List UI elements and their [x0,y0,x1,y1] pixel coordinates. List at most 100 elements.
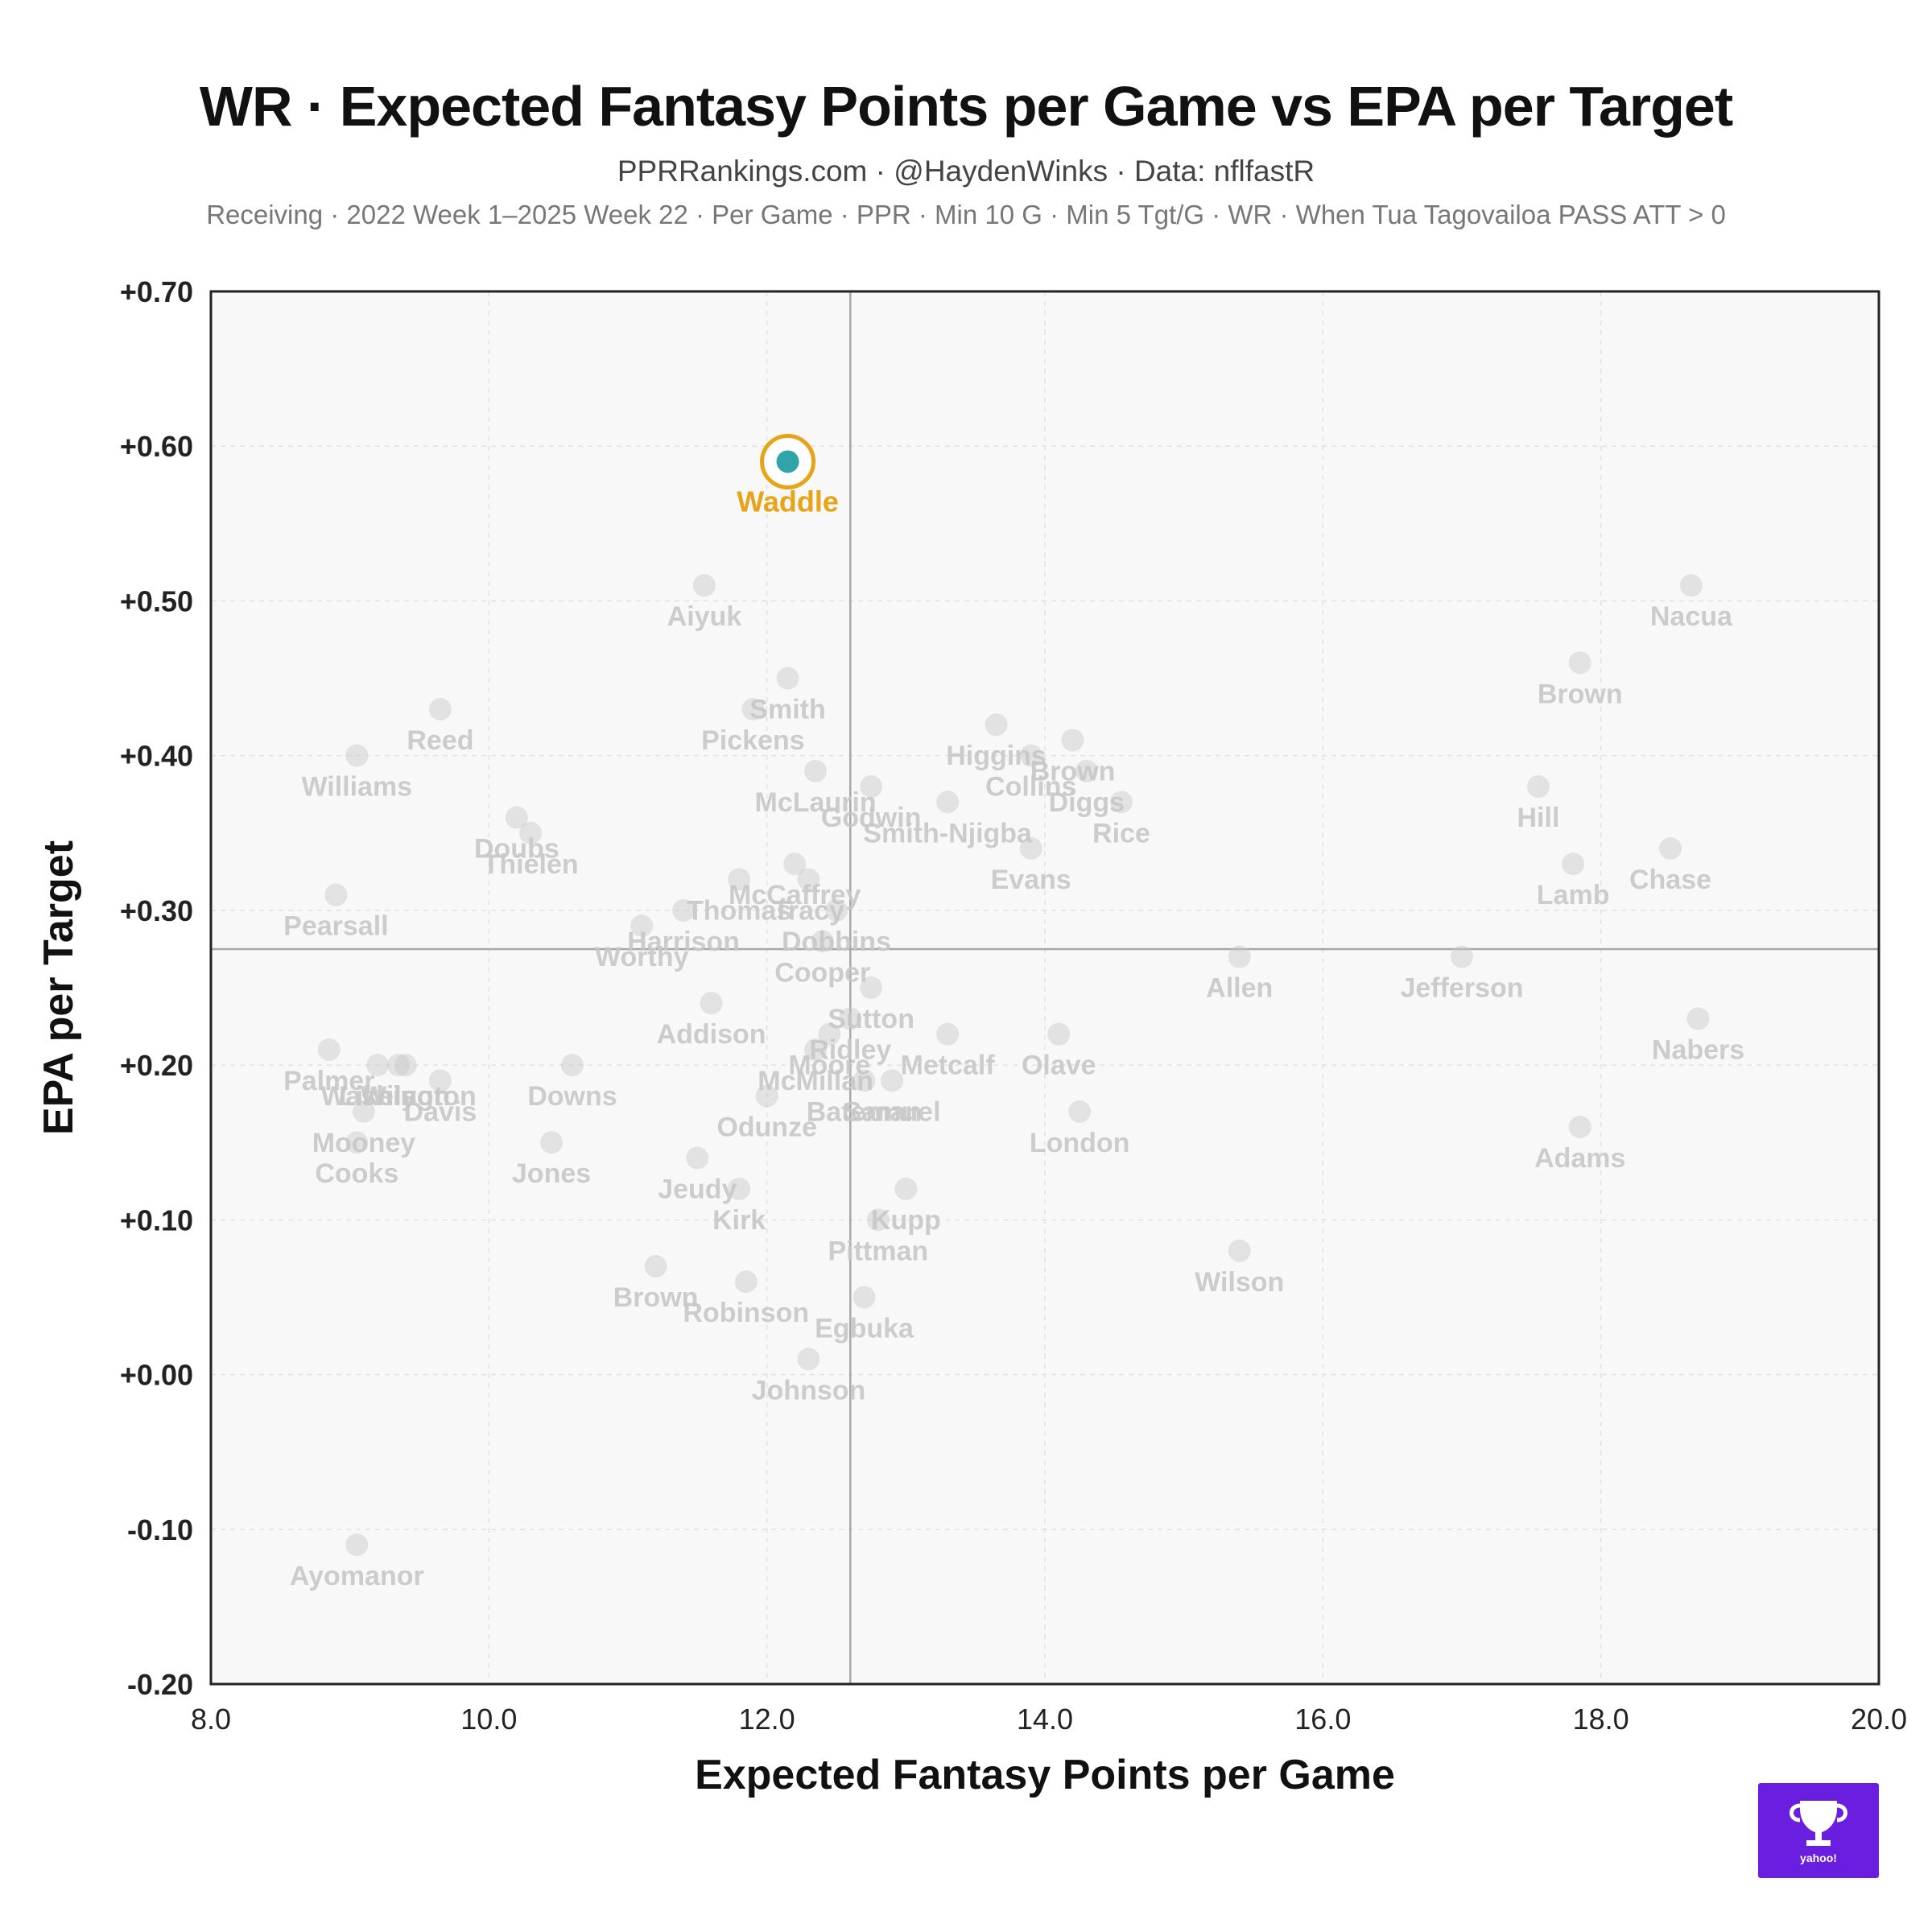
point-marker [728,868,751,891]
point-label: Harrison [627,927,740,957]
yahoo-logo: yahoo! [1758,1783,1879,1878]
point-label: Robinson [683,1298,809,1328]
point-label: Thomas [687,895,791,926]
point-marker [1075,759,1098,782]
point-marker [394,1054,417,1077]
point-label: Jeudy [658,1174,737,1204]
point-label-highlight: Waddle [737,485,839,518]
point-label: London [1030,1128,1130,1158]
point-label: Ayomanor [290,1561,424,1591]
point-label: Mooney [312,1128,416,1158]
point-marker [1228,945,1251,968]
y-tick-label: +0.00 [120,1359,193,1392]
point-label: Godwin [821,803,922,833]
y-tick-label: +0.60 [120,430,193,463]
point-marker [936,791,960,814]
point-label: Pearsall [283,911,388,942]
point-label: Smith [749,695,825,725]
point-marker [519,821,543,844]
point-marker [734,1270,758,1294]
point-marker [797,868,820,891]
point-marker [345,1534,369,1556]
point-label: Ridley [809,1034,891,1065]
point-marker [866,1208,890,1232]
point-label: Olave [1022,1051,1096,1081]
point-marker [825,898,848,922]
point-label: Egbuka [815,1313,914,1344]
y-tick-label: +0.50 [120,584,193,617]
point-label: Wilson [361,1081,450,1112]
point-marker [345,1131,369,1154]
point-label: Smith-Njigba [863,818,1033,848]
y-tick-label: +0.10 [120,1203,193,1236]
trophy-icon: yahoo! [1790,1801,1847,1864]
point-marker [776,667,799,690]
point-label: Jefferson [1400,973,1523,1004]
point-marker [672,898,696,922]
chart-filters: Receiving · 2022 Week 1–2025 Week 22 · P… [206,200,1726,229]
point-label: Nabers [1652,1034,1744,1065]
point-marker [1568,1116,1591,1138]
point-label: Higgins [946,741,1046,771]
point-marker [1526,775,1550,799]
point-marker [644,1255,667,1278]
point-label: Hill [1517,803,1560,833]
point-label: Aiyuk [667,601,742,632]
point-marker [852,1286,876,1309]
point-marker [1562,852,1585,876]
point-marker [839,1007,862,1030]
point-marker [1061,729,1084,752]
point-marker [797,1348,820,1371]
chart-title: WR · Expected Fantasy Points per Game vs… [199,75,1733,138]
point-label: Tracy [773,895,844,926]
point-label: Nacua [1650,601,1733,632]
point-marker [686,1146,709,1170]
point-label: Allen [1206,973,1273,1004]
point-label: Metcalf [901,1051,996,1081]
point-marker [560,1054,584,1077]
point-label: Reed [407,725,473,756]
point-marker [936,1022,960,1046]
point-marker [352,1100,375,1123]
x-tick-label: 16.0 [1294,1703,1351,1736]
x-tick-label: 18.0 [1573,1703,1629,1736]
point-label: Johnson [752,1375,866,1406]
point-marker [1228,1239,1251,1262]
point-label: Doubs [474,834,559,865]
x-axis-label: Expected Fantasy Points per Game [695,1752,1395,1798]
point-marker [860,775,883,799]
point-marker [804,759,828,782]
point-marker [1686,1007,1710,1030]
x-tick-label: 12.0 [739,1703,795,1736]
point-marker [1679,574,1703,597]
point-marker [692,574,716,597]
point-label: Pittman [828,1236,928,1266]
point-marker [630,914,654,938]
point-label: Pickens [701,725,805,756]
y-tick-label: +0.30 [120,894,193,927]
point-label: Cooper [774,957,870,988]
point-marker [811,930,834,953]
point-marker [345,744,369,767]
point-marker [755,1084,778,1108]
x-tick-label: 14.0 [1017,1703,1073,1736]
point-label: Moore [788,1051,870,1081]
y-tick-label: -0.20 [127,1668,193,1701]
point-label: Williams [301,772,412,803]
point-marker [428,698,452,720]
point-label: Dobbins [782,927,891,957]
point-label: Collins [985,772,1076,803]
point-marker [852,1069,876,1092]
point-label: Addison [657,1019,766,1050]
point-marker [1568,651,1591,675]
point-marker [1019,837,1042,860]
point-label: Thielen [483,849,579,880]
point-label: McMillan [758,1066,873,1096]
point-label: Cooks [315,1158,398,1189]
point-label: McCaffrey [729,880,861,910]
point-label: Downs [527,1081,617,1112]
point-logo [776,450,799,473]
point-label: Davis [404,1096,477,1127]
point-marker [317,1038,341,1061]
